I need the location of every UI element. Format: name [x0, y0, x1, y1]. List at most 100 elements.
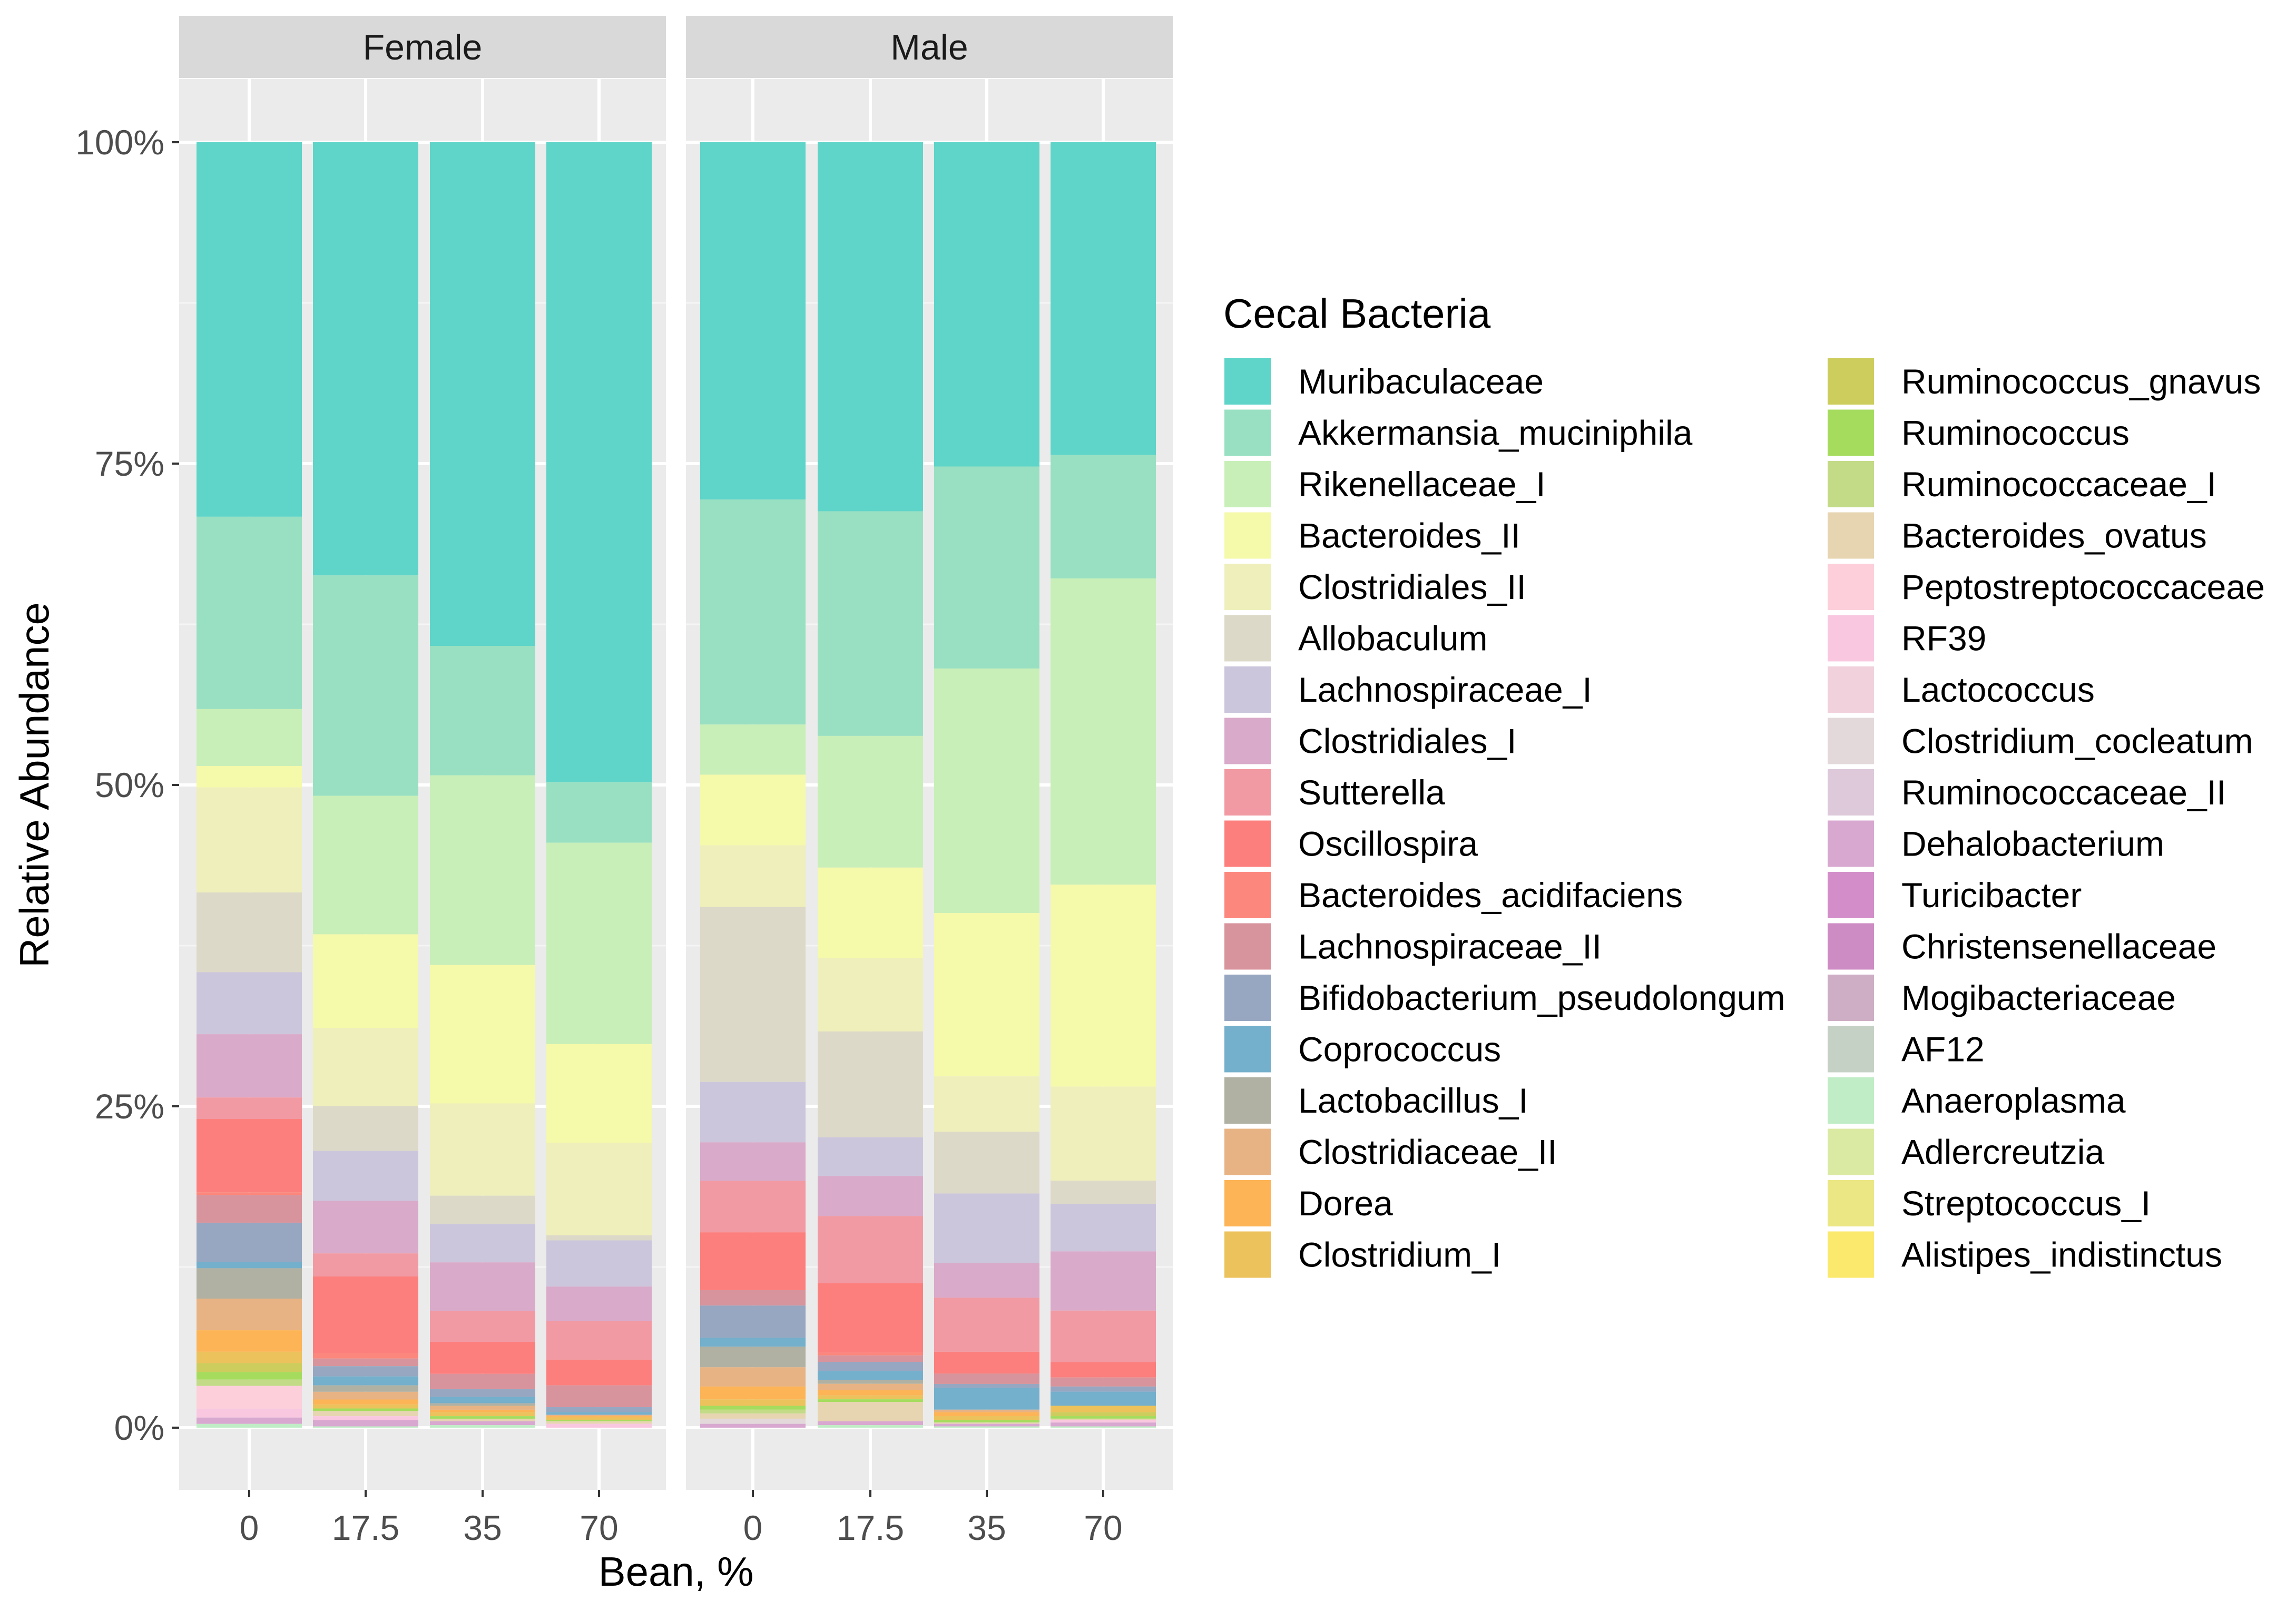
x-tick-label: 0 [743, 1508, 763, 1547]
bar-segment-clostridiales-i [700, 1142, 806, 1181]
legend-label: Ruminococcaceae_II [1901, 773, 2226, 812]
bar-segment-ruminococcus [430, 1416, 535, 1419]
legend-swatch [1224, 1231, 1271, 1278]
bar-segment-bacteroides-acidifaciens [197, 1192, 302, 1195]
bar-segment-rikenellaceae-i [546, 842, 652, 1044]
bar-segment-allobaculum [934, 1132, 1039, 1194]
bar-segment-rikenellaceae-i [1051, 578, 1156, 885]
bar-segment-sutterella [197, 1097, 302, 1119]
x-axis-label: Bean, % [598, 1548, 754, 1595]
x-tick-label: 17.5 [332, 1508, 399, 1547]
bar-segment-allobaculum [313, 1106, 418, 1151]
legend-label: Anaeroplasma [1901, 1081, 2126, 1120]
legend-label: Lachnospiraceae_I [1298, 670, 1592, 709]
legend-label: Adlercreutzia [1901, 1133, 2104, 1172]
bar-segment-coprococcus [546, 1412, 652, 1415]
facet-label: Male [890, 27, 968, 67]
bar-segment-lachnospiraceae-i [934, 1193, 1039, 1263]
bar-segment-muribaculaceae [197, 142, 302, 517]
legend-label: AF12 [1901, 1030, 1985, 1069]
bar-segment-ruminococcus [934, 1420, 1039, 1423]
legend-swatch [1224, 718, 1271, 764]
bar-segment-lachnospiraceae-i [700, 1082, 806, 1143]
legend-swatch [1828, 1128, 1874, 1175]
bar-segment-akkermansia-muciniphila [1051, 455, 1156, 578]
facet-strip-male [686, 16, 1173, 78]
axes: Relative Abundance Bean, % 0 17.5 35 70 0 17.… [11, 123, 1123, 1595]
bar-segment-rikenellaceae-i [700, 724, 806, 775]
bar-segment-dorea [313, 1399, 418, 1405]
legend-label: Mogibacteriaceae [1901, 978, 2176, 1017]
legend-label: Muribaculaceae [1298, 362, 1544, 401]
bar-segment-ruminococcus [818, 1399, 923, 1402]
bar-segment-bacteroides-acidifaciens [313, 1353, 418, 1359]
bar-segment-dehalobacterium [1051, 1422, 1156, 1427]
bar-segment-akkermansia-muciniphila [546, 782, 652, 843]
bar-segment-lachnospiraceae-ii [430, 1373, 535, 1390]
bar-segment-clostridiaceae-ii [197, 1299, 302, 1331]
bar-segment-clostridiales-ii [934, 1076, 1039, 1132]
bar-segment-allobaculum [430, 1195, 535, 1224]
bar-segment-coprococcus [430, 1397, 535, 1403]
bar-segment-anaeroplasma [1051, 1426, 1156, 1428]
bar-segment-dorea [818, 1390, 923, 1396]
bar-segment-bifidobacterium-pseudolongum [313, 1366, 418, 1377]
bar-segment-oscillospira [313, 1276, 418, 1353]
bar-segment-dorea [934, 1412, 1039, 1417]
bar-segment-anaeroplasma [430, 1425, 535, 1428]
legend-label: Alistipes_indistinctus [1901, 1235, 2222, 1274]
x-tick-label: 70 [580, 1508, 618, 1547]
legend-title: Cecal Bacteria [1223, 290, 1491, 337]
legend-label: Streptococcus_I [1901, 1184, 2151, 1223]
legend-swatch [1828, 769, 1874, 816]
bar-segment-clostridium-i [430, 1412, 535, 1417]
legend-swatch [1828, 872, 1874, 918]
bar-segment-clostridium-i [818, 1395, 923, 1400]
legend-label: Allobaculum [1298, 619, 1488, 658]
bar-segment-dehalobacterium [934, 1423, 1039, 1427]
legend-swatch [1828, 666, 1874, 713]
bar-segment-bacteroides-ovatus [934, 1422, 1039, 1424]
bar-segment-akkermansia-muciniphila [818, 511, 923, 736]
bar-segment-clostridium-i [1051, 1406, 1156, 1412]
bar-segment-clostridiales-ii [700, 845, 806, 907]
bar-segment-lachnospiraceae-ii [934, 1373, 1039, 1384]
bar-segment-akkermansia-muciniphila [934, 466, 1039, 669]
bar-segment-muribaculaceae [934, 142, 1039, 467]
bar-segment-muribaculaceae [700, 142, 806, 500]
legend-swatch [1224, 461, 1271, 507]
legend-label: Clostridiales_I [1298, 722, 1517, 761]
legend-swatch [1224, 872, 1271, 918]
bar-segment-lachnospiraceae-ii [546, 1385, 652, 1408]
bar-segment-dehalobacterium [197, 1417, 302, 1424]
bar-segment-dehalobacterium [700, 1423, 806, 1428]
bar-segment-ruminococcus-gnavus [197, 1363, 302, 1372]
bar-segment-sutterella [934, 1298, 1039, 1352]
legend-label: Ruminococcus [1901, 414, 2130, 453]
bar-segment-clostridiales-ii [197, 787, 302, 893]
bar-segment-lachnospiraceae-i [313, 1151, 418, 1201]
bar-segment-clostridiales-i [313, 1201, 418, 1254]
legend-label: Bacteroides_ovatus [1901, 516, 2207, 555]
legend-label: Ruminococcaceae_I [1901, 465, 2216, 504]
legend-swatch [1828, 1231, 1874, 1278]
bar-segment-coprococcus [934, 1388, 1039, 1410]
bar-segment-muribaculaceae [430, 142, 535, 646]
legend-swatch [1224, 512, 1271, 559]
bar-segment-rf39 [546, 1423, 652, 1428]
legend-label: Clostridiaceae_II [1298, 1133, 1557, 1172]
bar-segment-bacteroides-ii [546, 1044, 652, 1143]
bar-segment-akkermansia-muciniphila [700, 499, 806, 725]
bar-segment-bifidobacterium-pseudolongum [430, 1389, 535, 1397]
legend-swatch [1828, 409, 1874, 456]
bar-segment-clostridiales-ii [430, 1103, 535, 1196]
legend-swatch [1224, 409, 1271, 456]
bar-segment-allobaculum [197, 892, 302, 973]
legend-swatch [1224, 1077, 1271, 1124]
legend-swatch [1828, 512, 1874, 559]
bar-segment-lachnospiraceae-i [546, 1240, 652, 1287]
bar-segment-bacteroides-ovatus [1051, 1418, 1156, 1420]
bar-segment-clostridiales-i [430, 1262, 535, 1311]
legend-swatch [1224, 1026, 1271, 1073]
